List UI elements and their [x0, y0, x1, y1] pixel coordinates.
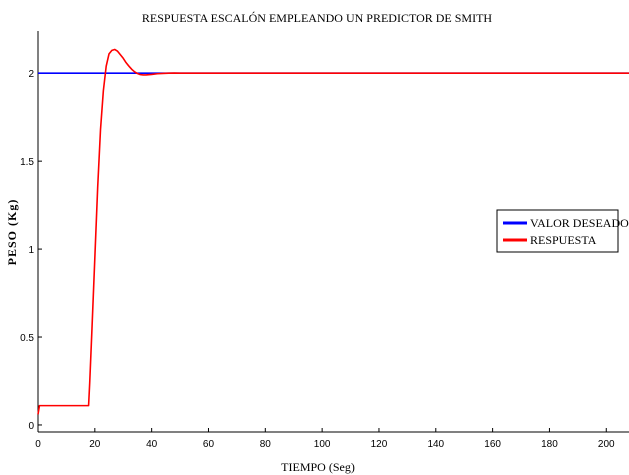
legend-box: [496, 209, 619, 253]
x-tick-label: 120: [371, 439, 388, 450]
x-tick-label: 40: [146, 439, 158, 450]
x-tick-label: 100: [314, 439, 331, 450]
x-axis-label: TIEMPO (Seg): [281, 460, 355, 474]
x-tick-label: 160: [484, 439, 501, 450]
legend: VALOR DESEADO RESPUESTA: [496, 209, 629, 253]
y-tick-label: 0: [28, 421, 34, 432]
y-tick-label: 2: [28, 69, 34, 80]
x-tick-label: 140: [427, 439, 444, 450]
x-tick-label: 200: [598, 439, 615, 450]
y-tick-label: 1: [28, 245, 34, 256]
chart-title: RESPUESTA ESCALÓN EMPLEANDO UN PREDICTOR…: [142, 11, 493, 25]
x-tick-label: 20: [89, 439, 101, 450]
x-tick-label: 0: [35, 439, 41, 450]
plot-area: 0 20 40 60 80 100 120 140 160 180 200 0 0.5 1 1.5 2: [20, 31, 629, 450]
y-axis-label: PESO (Kg): [5, 199, 19, 266]
x-tick-label: 60: [203, 439, 215, 450]
legend-label: RESPUESTA: [530, 233, 597, 247]
y-tick-label: 0.5: [20, 333, 34, 344]
legend-label: VALOR DESEADO: [530, 216, 629, 230]
x-tick-label: 180: [541, 439, 558, 450]
y-tick-label: 1.5: [20, 157, 34, 168]
series-line-respuesta: [37, 48, 629, 415]
x-tick-label: 80: [260, 439, 272, 450]
